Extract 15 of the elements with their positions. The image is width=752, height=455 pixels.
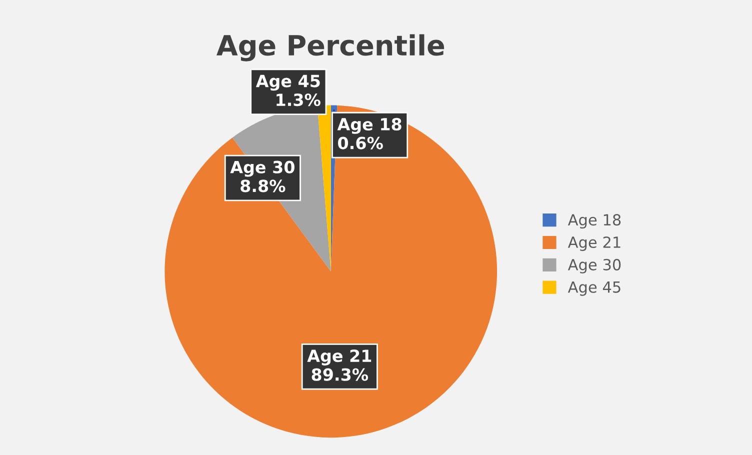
slice-label: Age 18	[337, 118, 402, 134]
legend-label: Age 21	[568, 236, 620, 251]
data-label: 1.3%	[276, 94, 320, 106]
slice-label: Age 30	[230, 160, 294, 177]
chart-title: Age Percentile	[216, 34, 444, 62]
slice-label: Age 45	[256, 74, 320, 91]
pie-slice	[164, 105, 498, 438]
legend-label: Age 30	[568, 258, 621, 274]
legend-label: Age 18	[568, 214, 621, 229]
data-label: 89.3%	[312, 368, 368, 381]
slice-label: Age 21	[307, 349, 372, 366]
pie-slice	[317, 105, 331, 272]
data-label: 8.8%	[240, 180, 286, 192]
legend-label: Age 45	[568, 282, 620, 296]
data-label: 0.6%	[338, 136, 383, 150]
